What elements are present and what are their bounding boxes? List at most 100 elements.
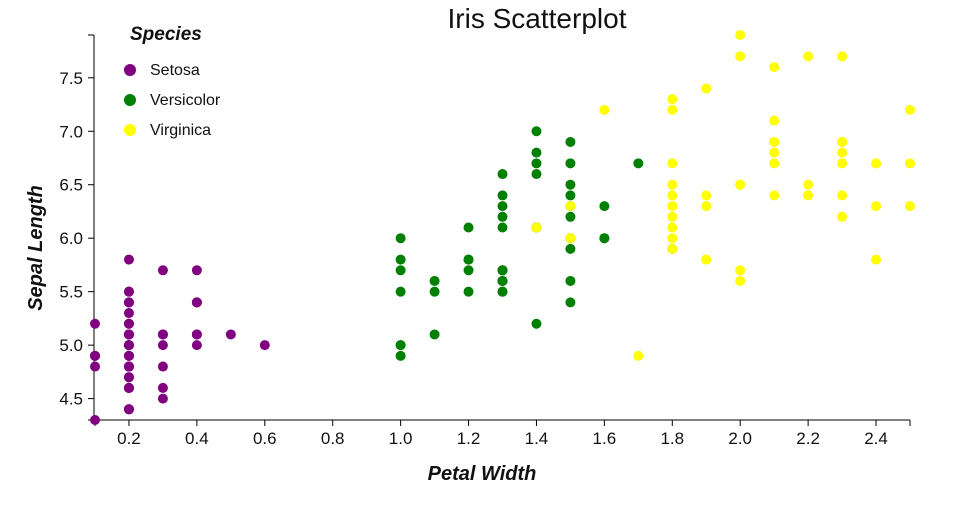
data-point (803, 51, 814, 62)
data-point (123, 382, 134, 393)
y-axis: 4.5 5.0 5.5 6.0 6.5 7.0 7.5 (59, 34, 95, 421)
y-tick-label: 6.5 (59, 176, 83, 195)
data-point (735, 179, 746, 190)
chart-title: Iris Scatterplot (448, 3, 627, 34)
data-point (667, 211, 678, 222)
data-point (871, 254, 882, 265)
legend-label: Versicolor (150, 92, 221, 109)
data-point (769, 62, 780, 73)
data-point (803, 179, 814, 190)
data-point (565, 275, 576, 286)
data-point (531, 169, 542, 180)
y-tick-label: 7.0 (59, 122, 83, 141)
data-point (90, 318, 100, 329)
data-point (497, 211, 508, 222)
data-point (157, 382, 168, 393)
legend-label: Setosa (150, 62, 200, 79)
data-point (837, 51, 848, 62)
data-point (837, 190, 848, 201)
data-point (497, 190, 508, 201)
data-point (395, 286, 406, 297)
data-point (463, 286, 474, 297)
data-point (463, 265, 474, 276)
data-point (90, 350, 100, 361)
data-point (599, 233, 610, 244)
data-point (157, 340, 168, 351)
x-tick-label: 1.6 (593, 429, 617, 448)
y-tick-label: 5.0 (59, 336, 83, 355)
series-versicolor (395, 126, 678, 361)
data-point (905, 201, 915, 212)
data-point (123, 254, 134, 265)
series-setosa (90, 254, 270, 425)
data-point (701, 83, 712, 94)
data-point (123, 404, 134, 415)
data-point (565, 136, 576, 147)
data-point (123, 372, 134, 383)
data-point (157, 265, 168, 276)
data-point (565, 211, 576, 222)
data-point (429, 275, 440, 286)
data-point (565, 179, 576, 190)
x-tick-label: 1.4 (525, 429, 549, 448)
data-point (497, 222, 508, 233)
data-point (497, 265, 508, 276)
data-point (191, 340, 202, 351)
data-point (633, 350, 644, 361)
data-point (463, 222, 474, 233)
data-point (701, 190, 712, 201)
data-point (837, 147, 848, 158)
data-point (123, 361, 134, 372)
data-point (395, 340, 406, 351)
data-point (599, 104, 610, 115)
x-tick-label: 2.2 (796, 429, 820, 448)
data-point (735, 51, 746, 62)
data-point (429, 329, 440, 340)
x-tick-label: 1.8 (660, 429, 684, 448)
legend-marker-versicolor (124, 94, 136, 106)
x-tick-label: 0.2 (117, 429, 141, 448)
data-point (803, 190, 814, 201)
data-point (497, 169, 508, 180)
x-tick-label: 0.6 (253, 429, 277, 448)
data-point (123, 340, 134, 351)
data-point (565, 201, 576, 212)
data-point (735, 30, 746, 40)
data-point (667, 104, 678, 115)
x-tick-label: 0.4 (185, 429, 209, 448)
data-point (769, 190, 780, 201)
data-point (225, 329, 236, 340)
data-point (769, 136, 780, 147)
data-point (157, 361, 168, 372)
x-tick-label: 0.8 (321, 429, 345, 448)
x-axis: 0.2 0.4 0.6 0.8 1.0 1.2 1.4 1.6 1.8 2.0 2.2 2.4 (94, 419, 911, 448)
y-tick-label: 4.5 (59, 390, 83, 409)
data-point (463, 254, 474, 265)
data-point (123, 286, 134, 297)
data-point (191, 329, 202, 340)
data-point (769, 147, 780, 158)
data-point (123, 308, 134, 319)
data-point (599, 201, 610, 212)
data-point (701, 254, 712, 265)
data-point (395, 254, 406, 265)
data-point (531, 126, 542, 137)
x-tick-label: 2.0 (728, 429, 752, 448)
data-point (837, 136, 848, 147)
y-tick-label: 7.5 (59, 69, 83, 88)
legend: Species Setosa Versicolor Virginica (124, 24, 221, 139)
y-tick-label: 5.5 (59, 283, 83, 302)
data-point (395, 233, 406, 244)
data-point (191, 265, 202, 276)
series-virginica (531, 30, 915, 361)
data-point (531, 222, 542, 233)
data-point (531, 147, 542, 158)
data-point (667, 179, 678, 190)
x-tick-label: 1.0 (389, 429, 413, 448)
data-point (123, 329, 134, 340)
data-point (565, 158, 576, 169)
legend-marker-setosa (124, 64, 136, 76)
data-point (565, 297, 576, 308)
data-point (497, 275, 508, 286)
